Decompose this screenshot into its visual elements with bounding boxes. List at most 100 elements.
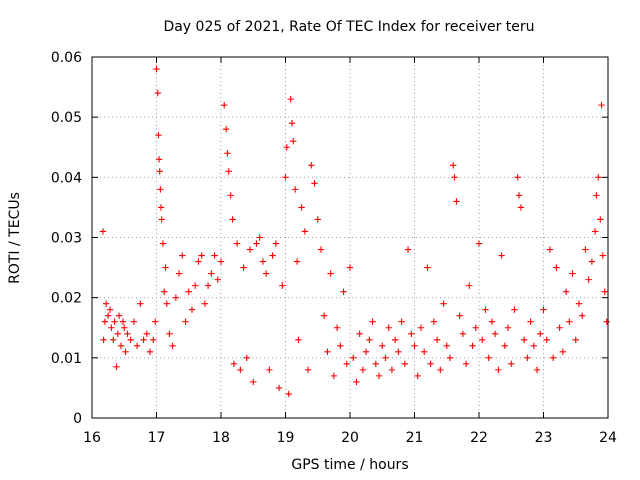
data-point [533,366,541,374]
data-point [127,336,134,343]
data-point [195,258,202,265]
y-tick-label: 0.06 [51,50,82,66]
data-point [327,270,334,277]
data-point [175,270,183,277]
data-point [353,378,360,386]
data-point [524,354,531,362]
data-point [456,312,463,319]
data-point [222,126,230,133]
axis-ticks: 16 17 18 19 20 21 22 23 24 0 0.01 0.02 0.03 0.04 0.05 0… [51,50,617,446]
data-point [511,306,518,313]
data-point [230,360,238,368]
data-point [266,366,273,374]
x-tick-label: 20 [341,430,359,446]
data-point [137,300,144,307]
data-point [163,300,171,307]
data-point [288,119,296,127]
data-point [475,240,483,247]
data-point [146,348,154,356]
data-point [485,354,492,362]
data-point [321,312,328,319]
data-point [308,162,315,169]
data-point [479,336,486,343]
y-tick-label: 0.04 [51,170,82,186]
data-point [166,330,173,337]
data-point [317,246,325,253]
data-point [179,252,186,259]
data-point [157,186,164,193]
y-tick-label: 0.03 [51,231,82,247]
data-point [556,324,563,331]
data-point [227,192,234,199]
data-point [572,336,579,343]
data-point [101,318,109,325]
data-point [530,342,538,349]
data-point [161,288,168,295]
data-point [113,363,120,371]
data-point [324,348,331,356]
data-point [582,246,589,253]
data-point [588,258,596,265]
data-point [122,348,129,356]
data-point [99,228,107,235]
data-point [462,360,470,368]
x-tick-label: 16 [83,430,101,446]
data-points [99,65,610,398]
data-point [430,318,438,325]
y-tick-label: 0.02 [51,291,82,307]
data-point [106,306,114,313]
data-point [217,258,225,265]
data-point [295,336,302,343]
data-point [314,216,321,223]
x-tick-label: 23 [535,430,553,446]
data-point [192,282,199,289]
y-tick-label: 0.05 [51,110,82,126]
data-point [549,354,557,362]
data-point [517,204,525,211]
data-point [115,312,123,319]
data-point [417,324,425,331]
data-point [459,330,467,337]
data-point [229,216,236,223]
data-point [491,330,499,337]
data-point [597,216,604,223]
data-point [259,258,267,265]
data-point [256,234,263,241]
data-point [343,360,350,368]
data-point [188,306,196,313]
data-point [466,282,473,289]
data-point [100,336,107,343]
data-point [157,204,165,211]
data-point [293,258,301,265]
data-point [287,95,294,103]
data-point [520,336,528,343]
data-point [537,330,544,337]
data-point [162,264,169,271]
data-point [501,342,508,349]
data-point [208,270,215,277]
data-point [155,156,163,163]
grid-lines [92,57,608,418]
data-point [124,330,131,337]
data-point [385,324,392,331]
data-point [224,150,231,157]
data-point [158,216,165,223]
data-point [240,264,247,271]
data-point [450,162,457,169]
y-tick-label: 0 [73,411,82,427]
data-point [301,228,309,235]
data-point [250,378,257,386]
data-point [443,342,450,349]
data-point [102,300,110,307]
data-point [333,324,341,331]
data-point [269,252,276,259]
data-point [337,342,344,349]
data-point [446,354,454,362]
data-point [451,174,458,181]
x-tick-label: 21 [406,430,424,446]
data-point [253,240,260,247]
data-point [472,324,479,331]
data-point [140,336,147,343]
data-point [172,294,180,301]
data-point [285,390,292,398]
